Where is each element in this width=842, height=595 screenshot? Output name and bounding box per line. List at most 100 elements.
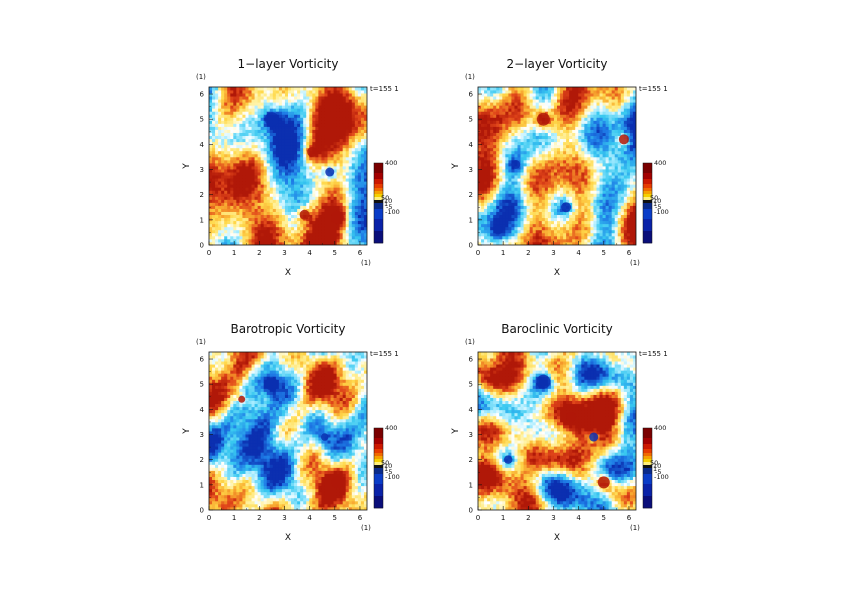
field-cell — [505, 208, 509, 212]
field-cell — [508, 229, 512, 234]
field-cell — [327, 196, 331, 200]
field-cell — [532, 150, 537, 155]
field-cell — [218, 102, 222, 106]
field-cell — [511, 126, 515, 130]
field-cell — [363, 99, 367, 103]
field-cell — [502, 141, 506, 146]
field-cell — [284, 144, 289, 149]
field-cell — [324, 120, 328, 124]
field-cell — [520, 117, 524, 121]
field-cell — [260, 108, 265, 112]
field-cell — [481, 202, 485, 206]
field-cell — [363, 181, 367, 185]
field-cell — [478, 102, 482, 106]
field-cell — [360, 108, 365, 112]
field-cell — [224, 241, 228, 245]
field-cell — [257, 129, 262, 133]
field-cell — [590, 123, 594, 127]
field-cell — [560, 172, 564, 176]
field-cell — [557, 178, 561, 182]
field-cell — [520, 229, 524, 234]
field-cell — [357, 193, 362, 197]
field-cell — [505, 205, 509, 209]
field-cell — [309, 217, 313, 222]
field-cell — [523, 138, 528, 143]
field-cell — [478, 178, 482, 182]
field-cell — [275, 178, 280, 182]
field-cell — [481, 184, 485, 188]
field-cell — [257, 132, 262, 137]
field-cell — [596, 126, 600, 130]
field-cell — [321, 205, 325, 209]
field-cell — [233, 156, 237, 161]
field-cell — [330, 187, 334, 191]
field-cell — [281, 172, 286, 176]
field-cell — [306, 217, 310, 222]
field-cell — [339, 159, 344, 164]
field-cell — [321, 235, 325, 240]
field-cell — [363, 214, 367, 219]
field-cell — [538, 147, 543, 152]
field-cell — [221, 105, 225, 109]
field-cell — [490, 96, 494, 100]
field-cell — [239, 108, 243, 112]
field-cell — [520, 96, 524, 100]
field-cell — [306, 208, 310, 212]
field-cell — [553, 150, 558, 155]
field-cell — [336, 96, 341, 100]
field-cell — [490, 123, 494, 127]
field-cell — [357, 196, 362, 200]
x-unit-label: (1) — [630, 259, 640, 267]
field-cell — [257, 138, 262, 143]
field-cell — [221, 187, 225, 191]
field-cell — [209, 87, 213, 91]
field-cell — [514, 235, 518, 240]
field-cell — [236, 96, 240, 100]
field-cell — [248, 166, 252, 170]
field-cell — [330, 162, 334, 167]
field-cell — [578, 178, 582, 182]
field-cell — [294, 117, 298, 121]
field-cell — [248, 153, 252, 158]
field-cell — [345, 126, 350, 130]
field-cell — [490, 223, 494, 228]
field-cell — [523, 193, 528, 197]
field-cell — [520, 193, 524, 197]
field-cell — [291, 175, 295, 179]
field-cell — [260, 175, 265, 179]
field-cell — [281, 108, 286, 112]
field-cell — [239, 196, 243, 200]
field-cell — [484, 141, 488, 146]
field-cell — [303, 193, 307, 197]
field-cell — [318, 123, 322, 127]
field-cell — [345, 132, 350, 137]
field-cell — [538, 138, 543, 143]
field-cell — [324, 196, 328, 200]
field-cell — [605, 199, 610, 203]
field-cell — [535, 105, 540, 109]
field-cell — [360, 211, 365, 216]
field-cell — [590, 184, 594, 188]
field-cell — [318, 138, 322, 143]
field-cell — [281, 102, 286, 106]
field-cell — [529, 90, 534, 94]
field-cell — [529, 187, 534, 191]
field-cell — [257, 123, 262, 127]
field-cell — [321, 129, 325, 133]
field-cell — [227, 172, 231, 176]
field-cell — [484, 205, 488, 209]
field-cell — [360, 232, 365, 237]
field-cell — [520, 162, 524, 167]
field-cell — [330, 108, 334, 112]
field-cell — [581, 126, 585, 130]
field-cell — [224, 150, 228, 155]
field-cell — [541, 141, 546, 146]
field-cell — [563, 184, 567, 188]
field-cell — [496, 159, 500, 164]
field-cell — [538, 111, 543, 115]
field-cell — [224, 159, 228, 164]
field-cell — [517, 217, 521, 222]
field-cell — [248, 202, 252, 206]
field-cell — [318, 141, 322, 146]
field-cell — [523, 141, 528, 146]
